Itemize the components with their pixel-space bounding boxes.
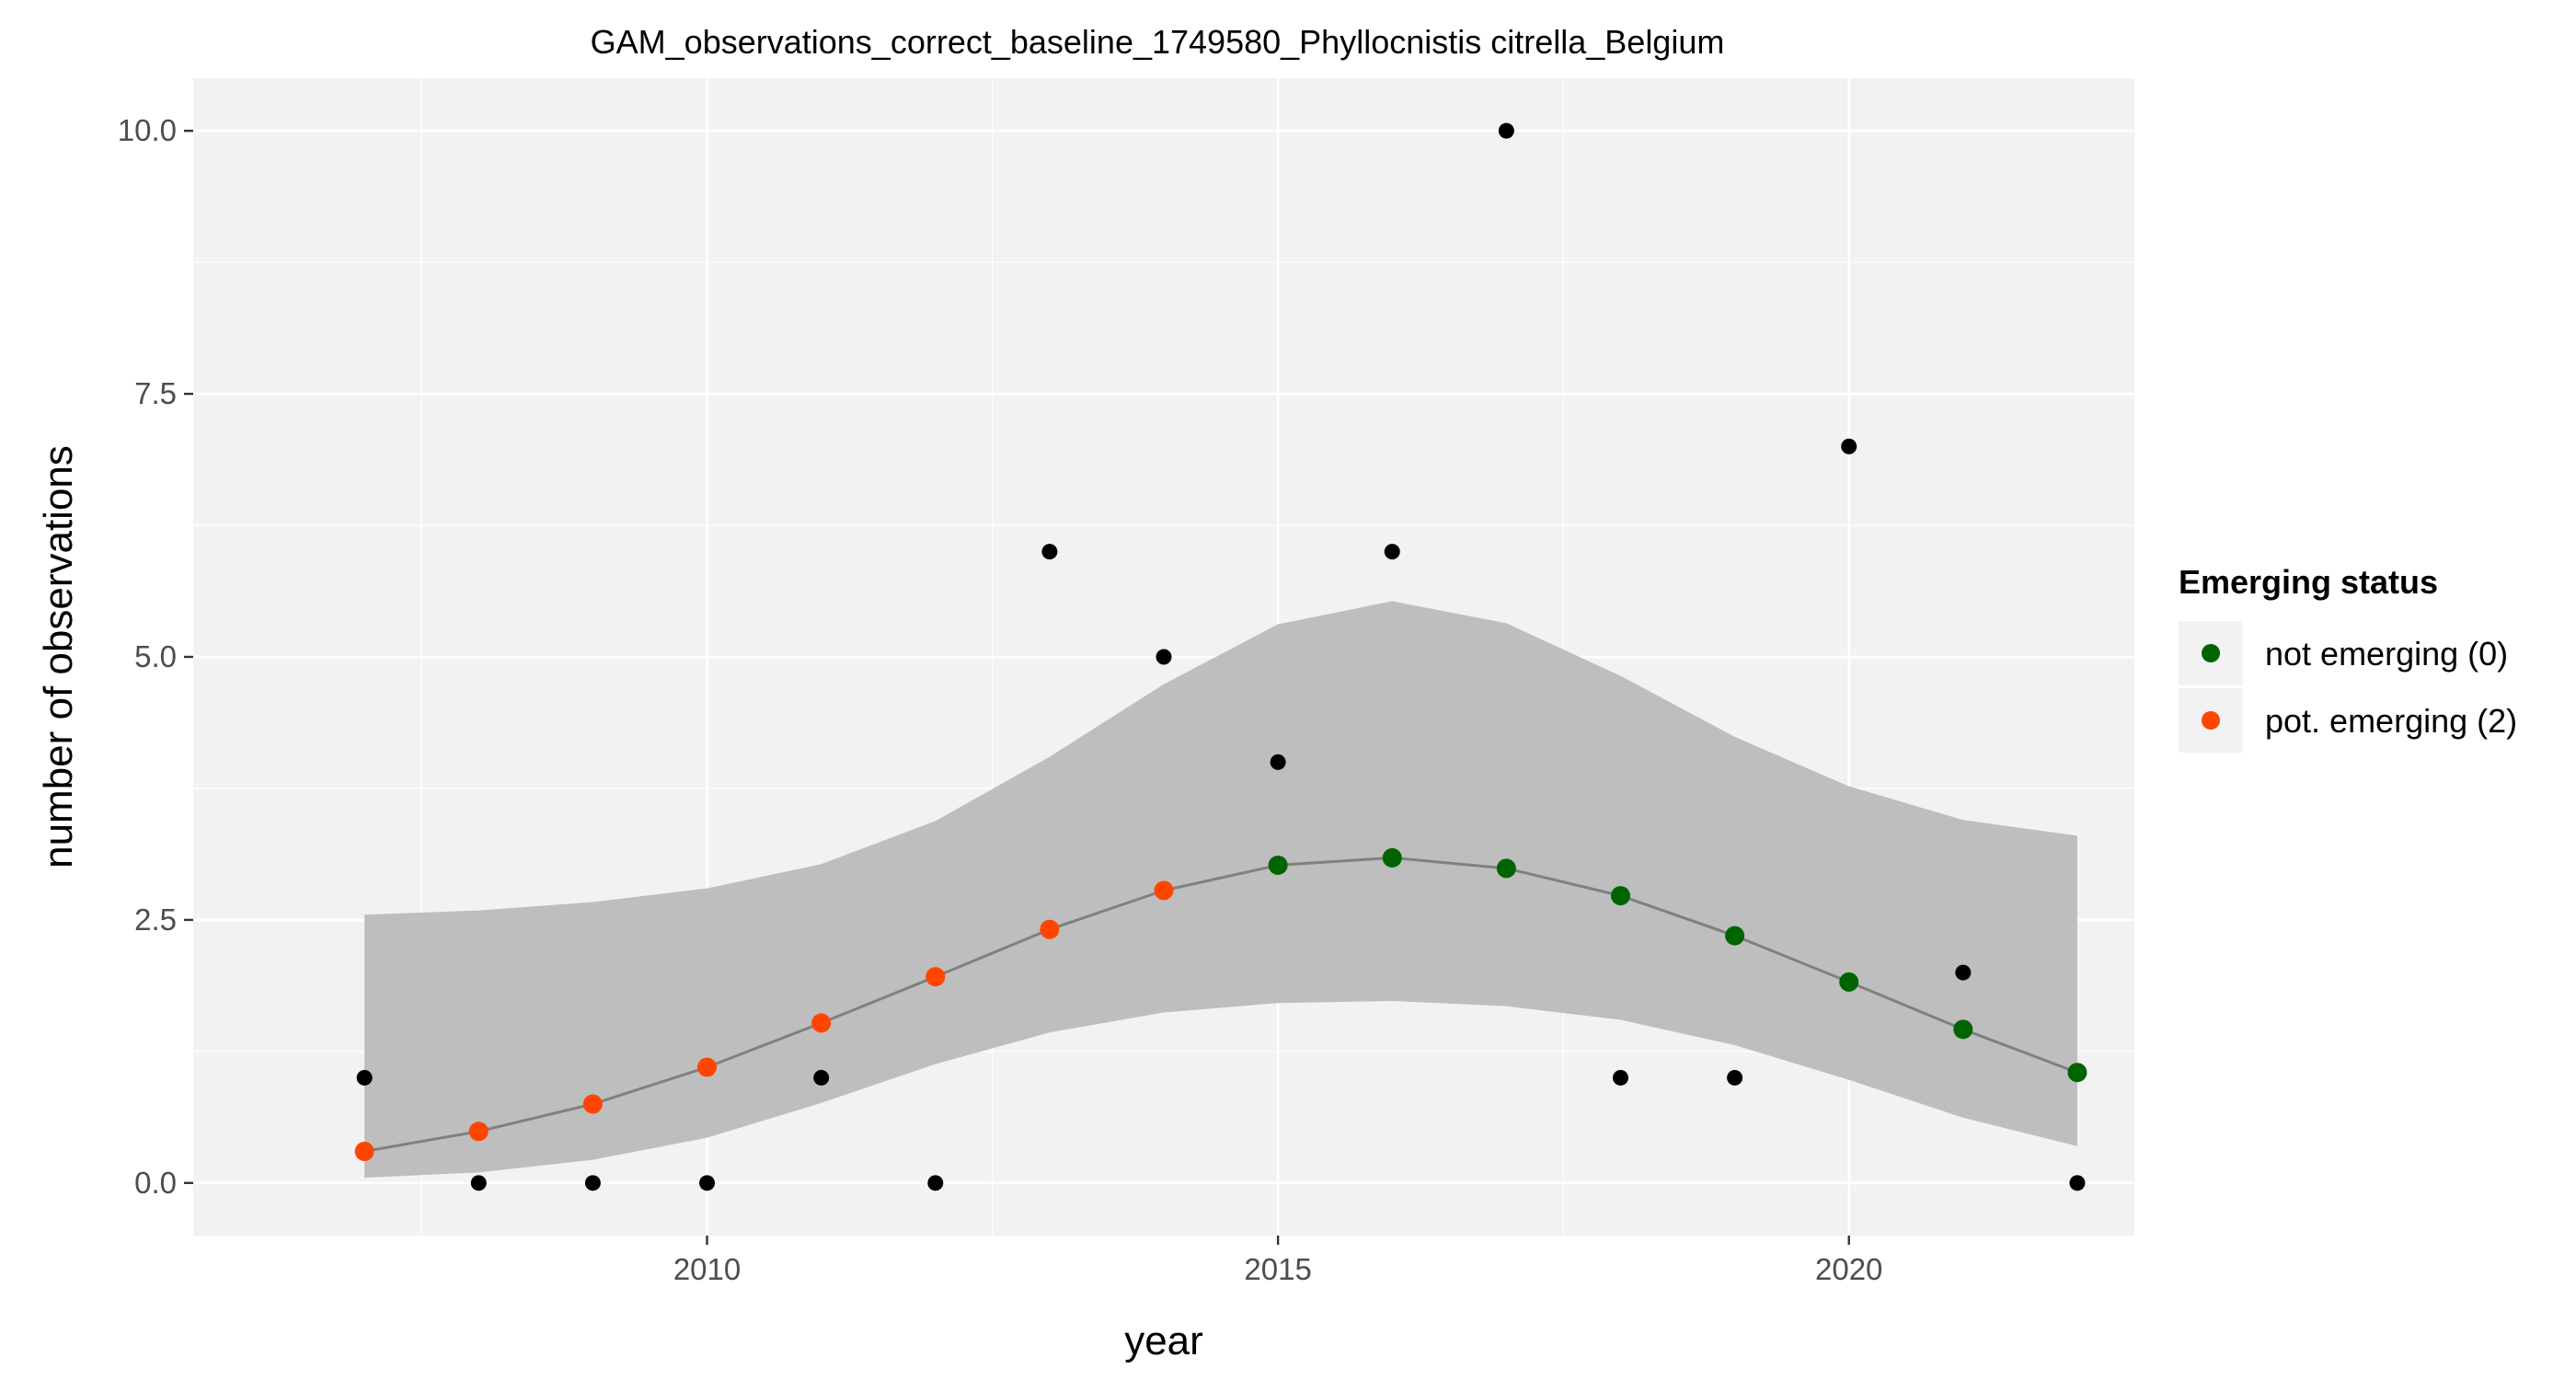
observed-point (356, 1069, 373, 1086)
observed-point (2069, 1175, 2086, 1191)
observed-point (1498, 122, 1514, 139)
y-tick-label: 5.0 (134, 639, 177, 673)
fitted-point (1496, 858, 1516, 879)
x-tick-label: 2020 (1815, 1252, 1882, 1286)
fitted-point (582, 1094, 603, 1114)
fitted-points (354, 847, 2087, 1162)
chart-title: GAM_observations_correct_baseline_174958… (591, 23, 1725, 61)
fitted-point (2067, 1063, 2087, 1083)
fitted-point (1725, 926, 1745, 946)
legend-label-pot-emerging: pot. emerging (2) (2265, 702, 2517, 740)
fitted-point (811, 1013, 832, 1033)
observed-point (1156, 649, 1172, 665)
y-tick-label: 0.0 (134, 1166, 177, 1200)
x-tick-label: 2010 (673, 1252, 741, 1286)
y-tick-label: 2.5 (134, 903, 177, 937)
fitted-point (1040, 919, 1060, 939)
fitted-point (1268, 855, 1288, 875)
observed-point (1612, 1069, 1628, 1086)
observed-point (1955, 964, 1972, 981)
observed-point (1041, 544, 1058, 560)
observed-point (1384, 544, 1400, 560)
legend-key-not-emerging (2202, 644, 2220, 662)
legend-label-not-emerging: not emerging (0) (2265, 635, 2508, 673)
fitted-point (926, 967, 946, 987)
observed-points (356, 122, 2086, 1191)
observed-point (584, 1175, 601, 1191)
y-axis: 0.0 2.5 5.0 7.5 10.0 (118, 113, 193, 1200)
observed-point (1841, 438, 1857, 454)
fitted-point (468, 1121, 489, 1142)
fitted-point (1382, 847, 1402, 868)
fitted-point (1154, 880, 1174, 901)
legend-key-pot-emerging (2202, 711, 2220, 730)
observed-point (470, 1175, 487, 1191)
legend-title: Emerging status (2179, 563, 2438, 601)
fitted-line (363, 856, 2078, 1153)
observed-point (813, 1069, 830, 1086)
observed-point (1270, 753, 1286, 770)
fitted-point (1839, 972, 1859, 992)
y-axis-title: number of observations (36, 445, 81, 868)
x-axis: 2010 2015 2020 (673, 1236, 1882, 1286)
fitted-point (1953, 1019, 1973, 1040)
x-tick-label: 2015 (1244, 1252, 1311, 1286)
observed-point (699, 1175, 716, 1191)
fitted-point (697, 1057, 718, 1077)
fitted-point (354, 1142, 374, 1162)
y-tick-label: 10.0 (118, 113, 177, 147)
legend: Emerging status not emerging (0) pot. em… (2179, 563, 2517, 753)
observed-point (1727, 1069, 1743, 1086)
y-tick-label: 7.5 (134, 376, 177, 410)
x-axis-title: year (1124, 1318, 1203, 1363)
observed-point (927, 1175, 944, 1191)
fitted-point (1610, 886, 1630, 906)
